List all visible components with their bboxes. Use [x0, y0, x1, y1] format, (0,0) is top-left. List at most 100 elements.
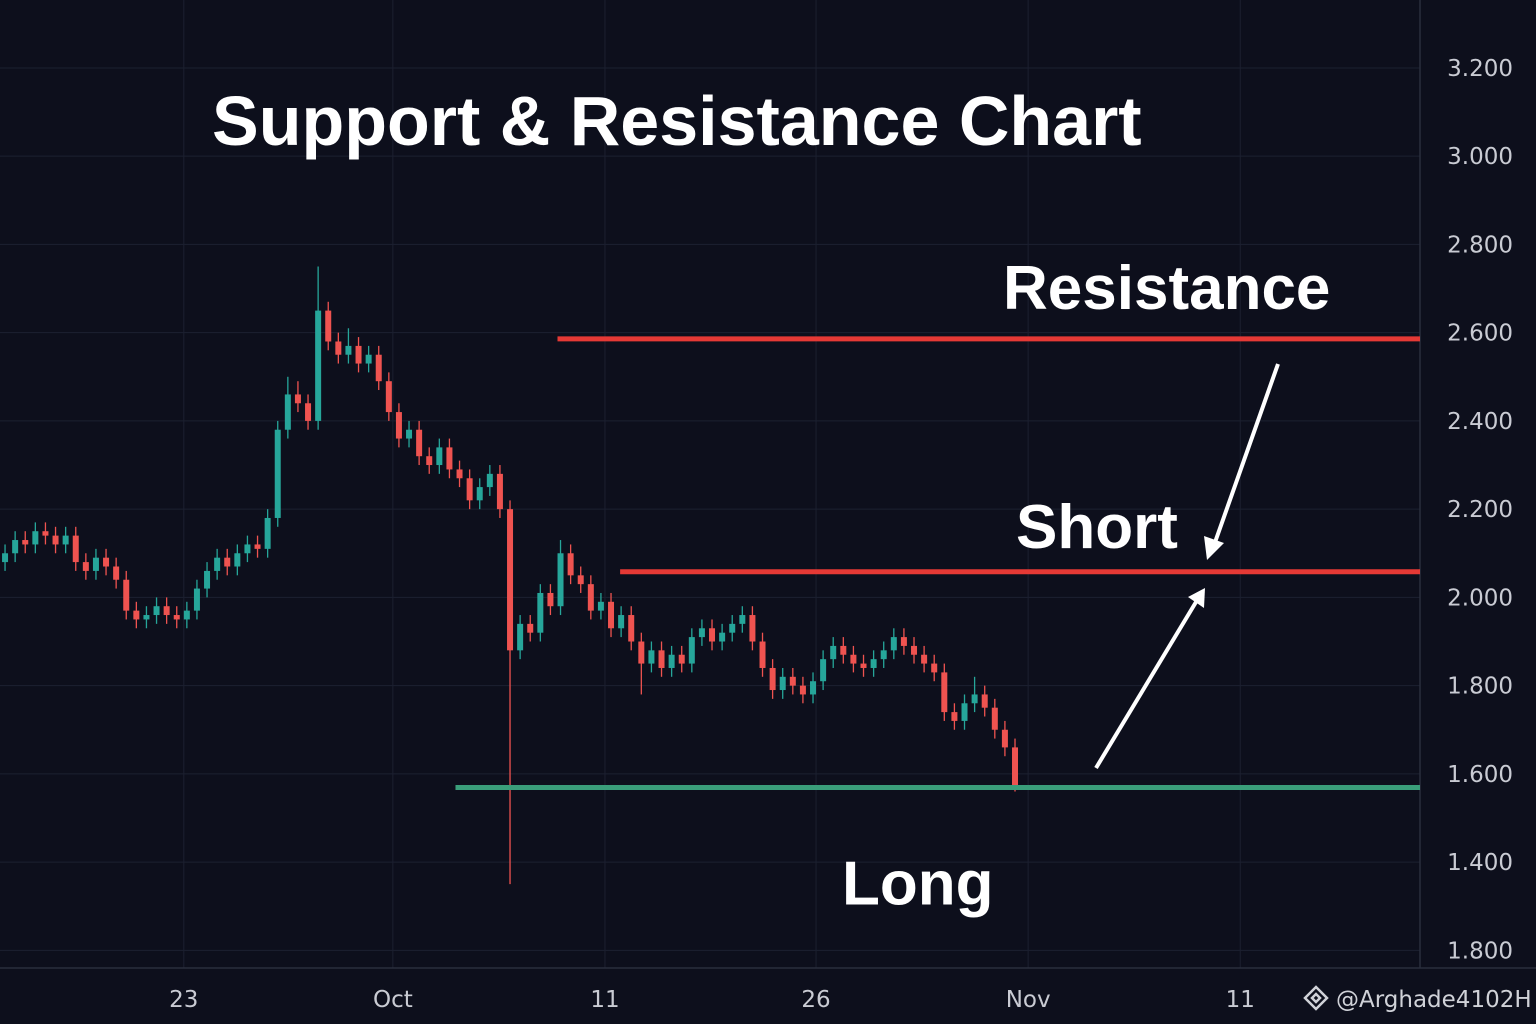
candle-body — [42, 531, 49, 536]
candle-body — [769, 667, 776, 691]
candle-body — [183, 610, 190, 620]
candle-body — [274, 429, 281, 518]
candle-body — [244, 544, 251, 554]
y-tick-label: 1.800 — [1447, 674, 1513, 700]
candle-body — [375, 354, 382, 382]
y-tick-label: 1.400 — [1447, 850, 1513, 876]
candle-body — [507, 509, 514, 651]
watermark-text: @Arghade4102H — [1336, 987, 1532, 1013]
candle-body — [224, 557, 231, 567]
candle-body — [577, 575, 584, 585]
candle-body — [92, 557, 99, 571]
candle-body — [608, 601, 615, 629]
x-tick-label: 26 — [801, 987, 830, 1013]
candle-body — [587, 584, 594, 611]
candle-body — [870, 659, 877, 668]
candle-body — [204, 570, 211, 589]
candle-body — [658, 650, 665, 668]
candle-body — [638, 641, 645, 664]
candle-body — [890, 637, 897, 651]
candle-body — [789, 676, 796, 686]
candle-body — [294, 394, 301, 404]
candle-body — [739, 615, 746, 624]
candle-body — [486, 473, 493, 488]
x-tick-label: Oct — [373, 987, 413, 1013]
candle-body — [921, 654, 928, 664]
candle-body — [385, 381, 392, 413]
y-tick-label: 1.800 — [1447, 938, 1513, 964]
levels: Resistance Short Long — [455, 254, 1420, 919]
candle-body — [123, 579, 130, 611]
candle-body — [466, 478, 473, 501]
candle-body — [1012, 747, 1019, 788]
y-tick-label: 2.400 — [1447, 409, 1513, 435]
candles — [2, 266, 1019, 885]
candle-body — [547, 592, 554, 607]
candle-body — [981, 694, 988, 708]
candle-body — [799, 685, 806, 695]
candle-body — [830, 645, 837, 660]
arrow-up — [1094, 600, 1198, 770]
x-tick-label: 11 — [1226, 987, 1255, 1013]
candle-body — [476, 487, 483, 501]
candle-body — [163, 606, 170, 616]
candle-body — [284, 394, 291, 430]
candle-body — [355, 345, 362, 364]
y-tick-label: 3.000 — [1447, 144, 1513, 170]
grid — [0, 0, 1420, 968]
y-tick-label: 2.600 — [1447, 321, 1513, 347]
watermark-icon — [1303, 985, 1329, 1011]
arrow-down — [1211, 363, 1280, 549]
candle-body — [678, 654, 685, 664]
arrowhead-down — [1204, 536, 1224, 560]
y-tick-label: 1.600 — [1447, 762, 1513, 788]
candle-body — [860, 663, 867, 668]
candle-body — [315, 310, 322, 421]
candle-body — [446, 447, 453, 470]
candle-body — [456, 469, 463, 479]
y-tick-label: 2.000 — [1447, 585, 1513, 611]
candle-body — [759, 641, 766, 668]
candle-body — [22, 540, 29, 545]
candle-body — [234, 553, 241, 567]
candle-body — [618, 615, 625, 629]
candle-body — [991, 707, 998, 730]
candle-body — [345, 345, 352, 355]
candle-body — [880, 650, 887, 660]
level-label: Short — [1016, 493, 1178, 562]
candle-body — [951, 712, 958, 721]
arrowhead-up — [1188, 588, 1205, 608]
candle-body — [709, 628, 716, 642]
candle-body — [668, 654, 675, 668]
candle-body — [911, 645, 918, 655]
candle-body — [32, 531, 39, 545]
chart-title: Support & Resistance Chart — [212, 82, 1142, 160]
candle-body — [406, 429, 413, 439]
candle-body — [840, 645, 847, 655]
candle-body — [537, 592, 544, 633]
candle-body — [113, 566, 120, 580]
candle-body — [173, 615, 180, 620]
candle-body — [779, 676, 786, 691]
candle-body — [143, 615, 150, 620]
candle-body — [971, 694, 978, 704]
candle-body — [941, 672, 948, 713]
candle-body — [931, 663, 938, 673]
level-label: Resistance — [1003, 254, 1330, 323]
candle-body — [517, 623, 524, 651]
candle-body — [426, 456, 433, 466]
candle-body — [567, 553, 574, 576]
candle-body — [597, 601, 604, 611]
candle-body — [557, 553, 564, 607]
candle-body — [900, 637, 907, 646]
x-tick-label: 11 — [590, 987, 619, 1013]
candle-body — [395, 412, 402, 439]
candle-body — [214, 557, 221, 571]
candle-body — [628, 615, 635, 642]
watermark: @Arghade4102H — [1303, 985, 1532, 1013]
candle-body — [305, 403, 312, 421]
candle-body — [335, 341, 342, 355]
